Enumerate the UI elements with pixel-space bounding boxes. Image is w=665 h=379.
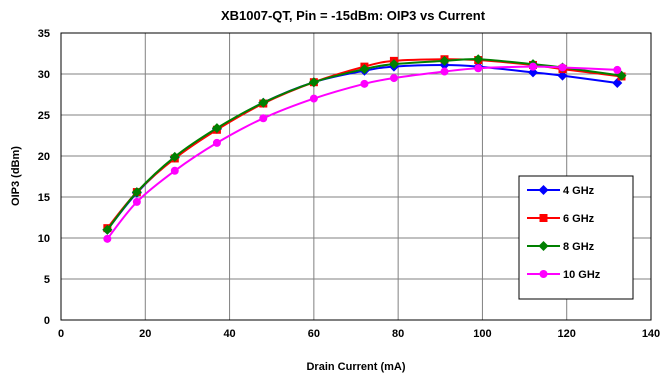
data-point [439,55,450,66]
data-point [131,187,142,198]
legend-label: 10 GHz [563,269,601,281]
y-tick-label: 25 [38,110,50,122]
legend-marker [539,214,548,222]
y-tick-label: 10 [38,233,50,245]
legend-item-8-ghz: 8 GHz [527,241,595,253]
plot-area [60,32,652,321]
legend-item-10-ghz: 10 GHz [527,269,601,281]
data-point [474,64,483,73]
data-point [258,97,269,108]
y-axis-label: OIP3 (dBm) [10,146,22,206]
y-tick-label: 5 [44,274,50,286]
data-point [103,234,112,243]
data-point [529,62,537,71]
y-tick-label: 30 [38,69,50,81]
x-tick-label: 80 [392,328,404,340]
series-10-ghz [103,62,622,243]
data-point [528,67,538,78]
x-tick-label: 60 [308,328,320,340]
y-tick-labels: 0 5 10 15 20 25 30 35 [38,28,50,327]
data-point [557,70,568,81]
data-point [612,78,623,89]
x-tick-label: 20 [139,328,151,340]
y-tick-label: 15 [38,192,50,204]
series-layer [102,54,627,243]
y-tick-label: 20 [38,151,50,163]
data-point [211,123,222,134]
data-point [259,114,268,123]
data-point [212,138,221,147]
x-tick-label: 100 [473,328,491,340]
data-point [473,54,484,65]
data-point [170,166,179,175]
y-tick-label: 0 [44,315,50,327]
x-tick-label: 0 [58,328,64,340]
legend-marker [538,241,549,251]
data-point [388,59,399,70]
data-point [389,74,398,83]
data-point [359,64,370,75]
x-tick-label: 140 [642,328,660,340]
legend-label: 4 GHz [563,185,595,197]
data-point [169,151,180,162]
data-point [558,63,567,72]
legend-marker [538,185,549,195]
data-point [102,224,113,235]
data-point [309,94,318,103]
x-tick-labels: 0 20 40 60 80 100 120 140 [58,328,660,340]
legend: 4 GHz 6 GHz 8 GHz 10 GHz [518,175,634,300]
legend-marker [539,270,548,278]
chart-title: XB1007-QT, Pin = -15dBm: OIP3 vs Current [221,8,486,23]
x-tick-label: 40 [223,328,235,340]
data-point [440,67,449,76]
legend-box [518,175,634,300]
x-tick-label: 120 [558,328,576,340]
legend-item-6-ghz: 6 GHz [527,213,595,225]
legend-label: 8 GHz [563,241,595,253]
legend-item-4-ghz: 4 GHz [527,185,595,197]
x-axis-label: Drain Current (mA) [306,361,405,373]
legend-label: 6 GHz [563,213,595,225]
data-point [308,77,319,88]
data-point [360,79,369,88]
y-tick-label: 35 [38,28,50,40]
data-point [132,197,141,206]
data-point [613,65,622,74]
